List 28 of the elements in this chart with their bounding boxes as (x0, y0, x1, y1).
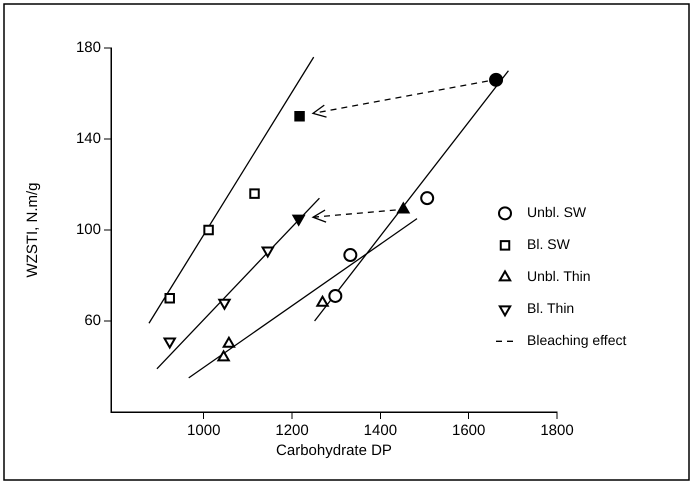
x-tick-label: 1600 (452, 422, 486, 440)
point (343, 248, 358, 262)
y-tick-label: 60 (84, 312, 101, 330)
y-tick-label: 140 (76, 130, 101, 148)
legend-label: Unbl. SW (527, 204, 587, 220)
x-tick-label: 1800 (540, 422, 574, 440)
point (328, 288, 342, 303)
point (316, 296, 329, 307)
point (249, 188, 260, 199)
point (203, 224, 214, 236)
x-tick-label: 1200 (275, 422, 309, 440)
point (294, 111, 305, 122)
point (222, 336, 236, 348)
annotation: Bleaching effect (527, 332, 626, 348)
legend-label: Unbl. Thin (527, 268, 591, 284)
point (420, 191, 434, 206)
point (489, 72, 504, 87)
point (397, 202, 410, 214)
y-tick-label: 180 (76, 39, 101, 56)
x-tick-label: 1000 (187, 422, 220, 440)
y-axis-title: WZSTI, N.m/g (24, 182, 42, 278)
legend-label: Bl. Thin (527, 300, 574, 316)
x-axis-title: Carbohydrate DP (276, 442, 392, 460)
point (217, 350, 230, 362)
x-tick-label: 1400 (364, 422, 398, 440)
point (164, 293, 175, 304)
y-tick-label: 100 (76, 221, 101, 238)
legend-label: Bl. SW (527, 236, 571, 252)
